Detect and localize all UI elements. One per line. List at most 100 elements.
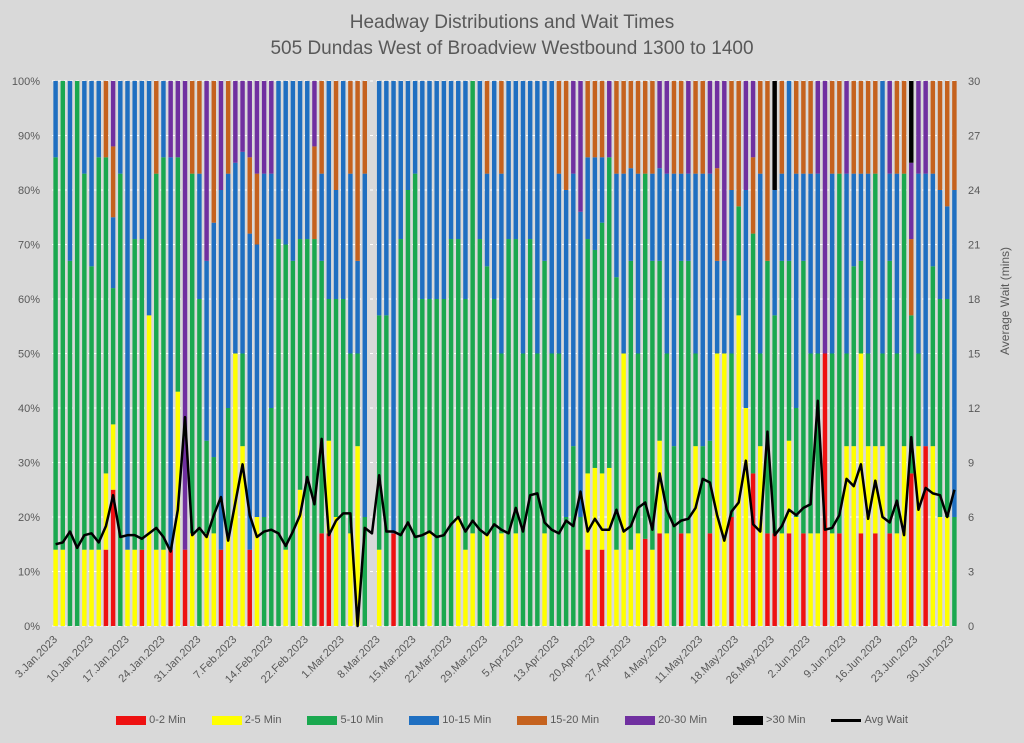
bar-segment: [858, 81, 864, 174]
bar-segment: [312, 239, 317, 627]
bar-segment: [333, 517, 339, 626]
bar-segment: [499, 81, 504, 174]
bar-segment: [434, 299, 439, 626]
legend-swatch-icon: [517, 715, 548, 725]
bar-segment: [218, 81, 224, 190]
legend-label: Avg Wait: [864, 714, 908, 726]
bar-segment: [168, 549, 173, 626]
bar-segment: [412, 173, 418, 626]
left-tick-label: 80%: [18, 185, 40, 197]
bar-segment: [621, 81, 626, 174]
bar-segment: [297, 81, 303, 240]
bar-segment: [693, 81, 698, 174]
bar-segment: [96, 81, 101, 158]
bar-segment: [542, 81, 547, 261]
bar-segment: [614, 549, 619, 626]
bar-segment: [628, 168, 634, 261]
bar-segment: [391, 533, 396, 626]
bar-segment: [714, 260, 720, 354]
right-tick-label: 3: [968, 567, 974, 579]
legend-label: 15-20 Min: [550, 714, 600, 726]
bar-segment: [642, 538, 648, 626]
bar-segment: [664, 81, 670, 174]
bar-segment: [513, 81, 519, 240]
bar-segment: [499, 353, 504, 534]
avg-wait-line: [55, 399, 956, 628]
bar-segment: [348, 533, 353, 626]
bar-segment: [851, 446, 856, 626]
bar-segment: [585, 239, 590, 474]
bar-segment: [621, 353, 626, 626]
bar-segment: [441, 299, 447, 626]
bar-segment: [556, 173, 562, 354]
bar-segment: [218, 549, 224, 626]
bar-segment: [707, 81, 713, 174]
bar-segment: [146, 315, 152, 626]
right-tick-label: 15: [968, 349, 980, 361]
bar-segment: [477, 239, 483, 627]
bar-segment: [844, 446, 849, 626]
bar-segment: [923, 446, 928, 626]
bar-segment: [585, 549, 590, 626]
bar-segment: [585, 81, 590, 158]
bar-segment: [952, 190, 957, 517]
bar-segment: [269, 408, 274, 626]
bar-segment: [743, 190, 749, 408]
bar-segment: [829, 173, 835, 354]
left-tick-label: 100%: [12, 76, 40, 88]
bar-segment: [132, 239, 137, 550]
bar-segment: [664, 533, 670, 626]
bar-segment: [53, 157, 58, 550]
bar-segment: [125, 549, 130, 626]
bar-segment: [283, 244, 288, 550]
bar-segment: [233, 162, 238, 354]
bar-segment: [269, 173, 274, 408]
bar-segment: [420, 81, 425, 299]
bar-segment: [599, 157, 605, 223]
bar-segment: [247, 233, 252, 550]
bar-segment: [535, 353, 540, 626]
bar-segment: [161, 549, 166, 626]
bar-segment: [779, 173, 785, 261]
legend-label: 0-2 Min: [149, 714, 186, 726]
bar-segment: [499, 173, 504, 354]
bar-segment: [412, 81, 418, 174]
bar-segment: [607, 81, 612, 158]
bar-segment: [89, 266, 94, 550]
bar-segment: [563, 81, 569, 190]
bar-segment: [463, 549, 468, 626]
bar-segment: [340, 299, 346, 626]
right-tick-label: 18: [968, 294, 980, 306]
bar-segment: [916, 353, 921, 447]
bar-segment: [556, 81, 562, 174]
bar-segment: [211, 533, 217, 626]
bar-segment: [930, 446, 936, 626]
legend-line-icon: [831, 718, 862, 722]
bar-segment: [808, 353, 813, 534]
right-tick-label: 0: [968, 621, 974, 633]
bar-segment: [873, 173, 878, 447]
bar-segment: [225, 408, 231, 534]
bar-segment: [930, 173, 936, 267]
bar-segment: [952, 81, 957, 190]
bar-segment: [592, 467, 598, 626]
bar-segment: [110, 288, 116, 425]
bar-segment: [103, 473, 109, 550]
legend-item-avg-wait: Avg Wait: [831, 714, 908, 726]
bar-segment: [398, 81, 403, 240]
legend-swatch-icon: [733, 715, 764, 725]
bar-segment: [427, 299, 432, 534]
bar-segment: [139, 239, 145, 550]
bar-segment: [161, 157, 166, 550]
bar-segment: [563, 190, 569, 517]
bar-segment: [837, 81, 842, 174]
bar-segment: [527, 81, 533, 240]
bar-segment: [736, 315, 741, 626]
right-tick-label: 27: [968, 131, 980, 143]
bar-segment: [391, 81, 396, 534]
bar-segment: [657, 81, 662, 169]
legend-item-20-30: 20-30 Min: [625, 714, 707, 726]
bar-segment: [276, 81, 281, 240]
bar-segment: [865, 446, 871, 626]
bar-segment: [678, 533, 684, 626]
